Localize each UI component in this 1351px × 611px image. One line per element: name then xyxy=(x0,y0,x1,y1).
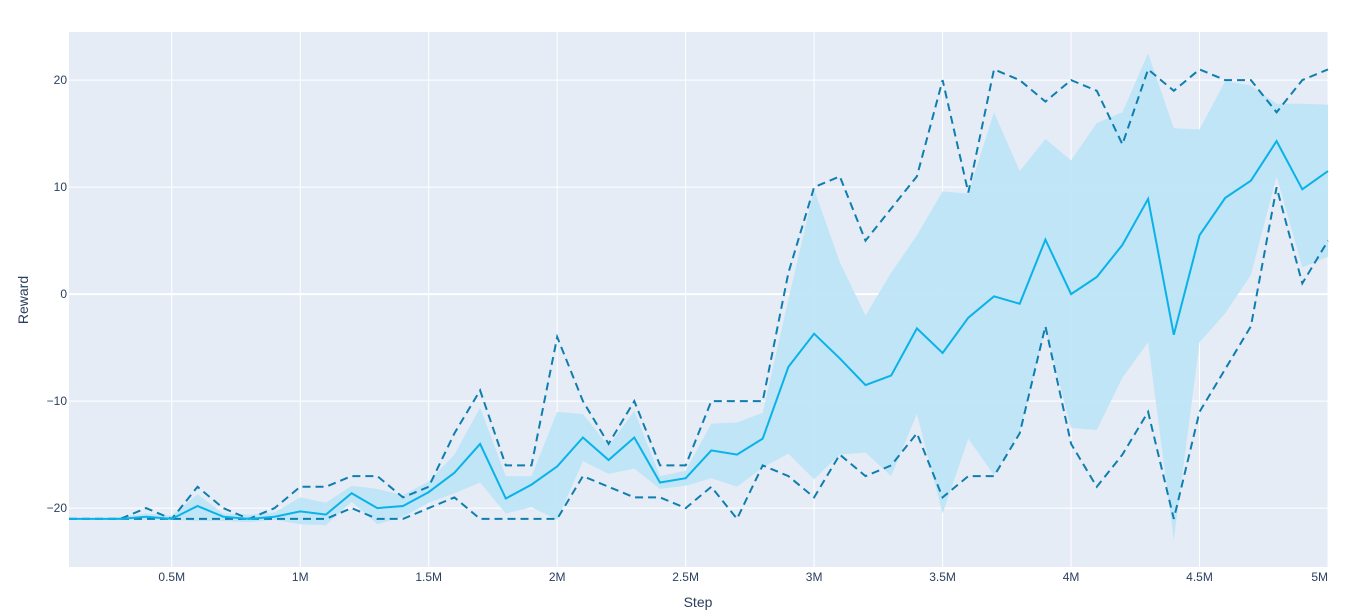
x-tick-label: 4M xyxy=(1063,570,1080,584)
x-tick-labels: 0.5M 1M 1.5M 2M 2.5M 3M 3.5M 4M 4.5M 5M xyxy=(158,570,1328,584)
x-tick-label: 5M xyxy=(1311,570,1328,584)
x-tick-label: 1.5M xyxy=(415,570,442,584)
x-tick-label: 1M xyxy=(292,570,309,584)
range-band xyxy=(69,53,1328,541)
x-tick-label: 2M xyxy=(549,570,566,584)
series-mean-line xyxy=(69,139,1329,520)
x-tick-label: 3M xyxy=(806,570,823,584)
x-tick-label: 2.5M xyxy=(672,570,699,584)
x-tick-label: 3.5M xyxy=(929,570,956,584)
series-max-line xyxy=(69,67,1329,521)
y-tick-labels: 20 10 0 −10 −20 xyxy=(47,73,68,515)
y-tick-label: 20 xyxy=(54,73,68,87)
y-tick-label: 10 xyxy=(54,180,68,194)
x-tick-label: 0.5M xyxy=(158,570,185,584)
y-tick-label: −10 xyxy=(47,394,68,408)
series-min-line xyxy=(69,186,1329,521)
y-axis-title: Reward xyxy=(15,276,31,324)
y-tick-label: −20 xyxy=(47,501,68,515)
y-tick-label: 0 xyxy=(60,287,67,301)
x-tick-label: 4.5M xyxy=(1186,570,1213,584)
x-axis-title: Step xyxy=(684,594,713,610)
